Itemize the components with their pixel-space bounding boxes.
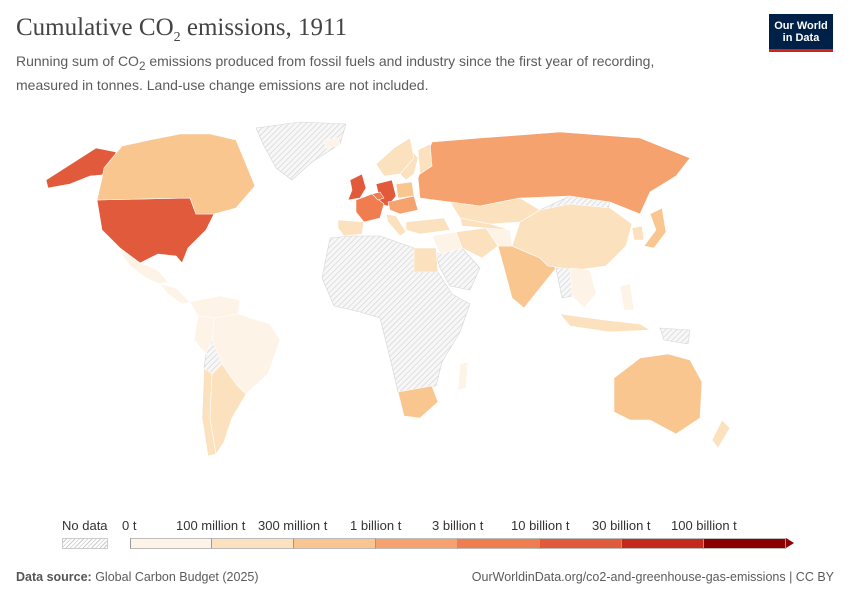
- region-poland[interactable]: [395, 181, 415, 199]
- region-middle-east[interactable]: [431, 231, 463, 255]
- region-south-africa[interactable]: [397, 385, 439, 419]
- title-tail: emissions, 1911: [180, 14, 348, 41]
- region-madagascar[interactable]: [457, 361, 469, 391]
- region-indonesia[interactable]: [559, 313, 651, 333]
- logo-line-2: in Data: [782, 32, 820, 44]
- source-url-link[interactable]: OurWorldinData.org/co2-and-greenhouse-ga…: [471, 570, 834, 584]
- region-turkey[interactable]: [405, 217, 451, 235]
- region-alaska[interactable]: [45, 147, 117, 189]
- region-japan[interactable]: [643, 207, 667, 249]
- legend-arrow-icon: [786, 538, 794, 548]
- legend-bin-0[interactable]: [130, 538, 212, 549]
- data-source-value: Global Carbon Budget (2025): [91, 570, 259, 584]
- region-korea[interactable]: [631, 225, 645, 241]
- subtitle-part-a: Running sum of CO: [16, 53, 139, 69]
- chart-subtitle: Running sum of CO2 emissions produced fr…: [16, 52, 716, 95]
- region-russia[interactable]: [417, 131, 691, 215]
- region-canada[interactable]: [96, 133, 256, 215]
- legend-label-4: 3 billion t: [432, 518, 484, 533]
- region-papua-new-guinea[interactable]: [659, 327, 691, 345]
- data-source: Data source: Global Carbon Budget (2025): [16, 570, 259, 584]
- region-brazil[interactable]: [211, 313, 281, 395]
- region-china[interactable]: [511, 203, 633, 271]
- legend-no-data-swatch[interactable]: [62, 538, 108, 549]
- legend-bin-1[interactable]: [212, 538, 294, 549]
- legend-bin-5[interactable]: [540, 538, 622, 549]
- title-subscript: 2: [173, 30, 181, 45]
- owid-logo[interactable]: Our World in Data: [769, 14, 833, 52]
- region-mexico[interactable]: [117, 247, 169, 285]
- map-legend: No data 0 t 100 million t 300 million t 1 b…: [0, 516, 850, 556]
- region-belgium[interactable]: [371, 191, 385, 201]
- legend-bin-2[interactable]: [294, 538, 376, 549]
- region-philippines[interactable]: [619, 283, 635, 311]
- legend-label-1: 100 million t: [176, 518, 246, 533]
- region-afghanistan[interactable]: [485, 227, 513, 247]
- legend-label-7: 100 billion t: [671, 518, 737, 533]
- legend-label-3: 1 billion t: [350, 518, 402, 533]
- subtitle-part-b: emissions produced from fossil fuels and…: [16, 53, 655, 93]
- legend-bin-7[interactable]: [704, 538, 786, 549]
- chart-title: Cumulative CO2 emissions, 1911: [16, 14, 347, 46]
- legend-bin-6[interactable]: [622, 538, 704, 549]
- region-iceland[interactable]: [323, 137, 341, 149]
- region-germany[interactable]: [375, 179, 397, 207]
- region-australia[interactable]: [613, 353, 703, 435]
- region-italy[interactable]: [385, 213, 407, 237]
- region-austria-hungary-region[interactable]: [387, 195, 419, 215]
- region-myanmar[interactable]: [555, 267, 573, 299]
- region-africa-most-[interactable]: [321, 235, 471, 393]
- legend-bin-3[interactable]: [376, 538, 458, 549]
- legend-label-5: 10 billion t: [511, 518, 570, 533]
- region-new-zealand[interactable]: [711, 419, 731, 449]
- region-northern-south-america[interactable]: [189, 295, 241, 319]
- region-egypt[interactable]: [413, 247, 439, 273]
- world-map[interactable]: [0, 118, 850, 513]
- legend-label-2: 300 million t: [258, 518, 328, 533]
- region-united-kingdom[interactable]: [347, 173, 367, 201]
- legend-no-data-label: No data: [62, 518, 108, 533]
- region-southeast-asia[interactable]: [569, 267, 597, 309]
- legend-label-6: 30 billion t: [592, 518, 651, 533]
- region-peru[interactable]: [193, 315, 215, 355]
- region-central-america[interactable]: [159, 283, 191, 305]
- region-finland[interactable]: [417, 143, 433, 175]
- title-main: Cumulative CO: [16, 14, 174, 41]
- logo-line-1: Our World: [774, 20, 828, 32]
- region-spain[interactable]: [337, 219, 365, 237]
- data-source-label: Data source:: [16, 570, 92, 584]
- region-greenland[interactable]: [255, 121, 347, 181]
- legend-label-0: 0 t: [122, 518, 137, 533]
- legend-bin-4[interactable]: [458, 538, 540, 549]
- region-scandinavia[interactable]: [375, 137, 415, 177]
- subtitle-subscript: 2: [138, 59, 146, 73]
